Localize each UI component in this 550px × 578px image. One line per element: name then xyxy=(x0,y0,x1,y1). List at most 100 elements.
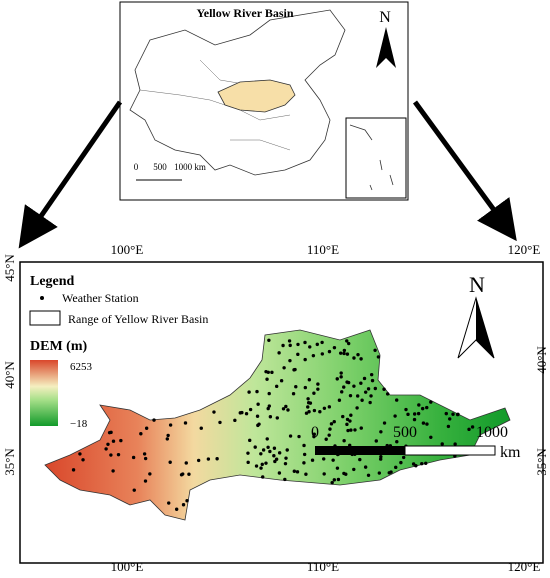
weather-station xyxy=(259,466,263,470)
weather-station xyxy=(297,434,301,439)
weather-station xyxy=(451,412,455,416)
weather-station xyxy=(253,445,257,449)
weather-station xyxy=(273,459,277,464)
weather-station xyxy=(285,448,289,452)
weather-station xyxy=(355,394,360,398)
weather-station xyxy=(406,412,410,417)
weather-station xyxy=(320,340,324,345)
weather-station xyxy=(277,351,281,355)
south-sea-inset xyxy=(345,117,407,199)
weather-station xyxy=(429,400,433,404)
weather-station xyxy=(247,390,251,394)
weather-station xyxy=(342,385,346,389)
weather-station xyxy=(370,378,375,383)
weather-station xyxy=(277,451,282,455)
weather-station xyxy=(267,391,271,396)
lat-label: 45°N xyxy=(2,254,17,282)
weather-station xyxy=(335,466,340,470)
weather-station xyxy=(369,372,374,377)
weather-station xyxy=(168,423,173,427)
weather-station xyxy=(348,419,352,423)
weather-station xyxy=(338,351,343,355)
inset-scale-label: 0 xyxy=(134,162,139,172)
scale-label: 0 xyxy=(311,424,319,441)
lon-label: 120°E xyxy=(508,559,541,573)
basin-inset xyxy=(217,79,296,113)
weather-station xyxy=(270,370,274,375)
weather-station xyxy=(268,415,273,419)
weather-station xyxy=(345,352,350,356)
weather-station xyxy=(293,367,297,372)
weather-station xyxy=(106,442,110,446)
weather-station xyxy=(369,394,373,398)
weather-station xyxy=(199,426,203,430)
weather-station xyxy=(328,427,332,431)
weather-station xyxy=(292,469,297,473)
lat-label: 40°N xyxy=(2,361,17,389)
scale-bar-black xyxy=(315,446,405,455)
weather-station xyxy=(336,477,341,482)
weather-station xyxy=(385,392,390,396)
weather-station xyxy=(342,351,346,356)
weather-station xyxy=(296,342,300,347)
weather-station xyxy=(264,461,268,465)
weather-station xyxy=(342,471,346,476)
weather-station xyxy=(335,377,339,381)
weather-station xyxy=(340,390,344,394)
weather-station xyxy=(368,400,372,405)
weather-station xyxy=(327,433,331,437)
weather-station xyxy=(266,445,270,450)
weather-station xyxy=(248,438,252,443)
inset-north-arrow xyxy=(376,27,396,68)
weather-station xyxy=(389,470,393,474)
weather-station xyxy=(345,422,349,427)
weather-station xyxy=(181,472,185,476)
weather-station xyxy=(215,457,219,461)
weather-station xyxy=(288,358,292,363)
weather-station xyxy=(303,385,308,390)
weather-station xyxy=(324,437,328,441)
weather-station xyxy=(166,433,170,438)
weather-station xyxy=(356,352,360,357)
lon-label: 100°E xyxy=(111,559,144,573)
north-arrow-half xyxy=(476,298,494,358)
weather-station xyxy=(373,386,378,391)
weather-station xyxy=(165,437,170,441)
weather-station xyxy=(283,461,288,466)
weather-station xyxy=(272,446,277,450)
weather-station xyxy=(260,462,264,467)
lat-label: 35°N xyxy=(2,448,17,476)
weather-station xyxy=(306,397,310,401)
weather-station xyxy=(446,424,451,429)
weather-station xyxy=(268,449,272,454)
weather-station xyxy=(255,414,260,418)
weather-station xyxy=(196,458,201,463)
weather-station xyxy=(448,417,452,421)
weather-station xyxy=(71,468,76,472)
weather-station xyxy=(240,410,244,415)
weather-station xyxy=(183,421,188,425)
weather-station xyxy=(143,479,148,483)
weather-station xyxy=(376,355,381,359)
weather-station xyxy=(421,421,426,425)
weather-station xyxy=(143,456,148,461)
weather-station xyxy=(281,407,286,411)
weather-station xyxy=(246,460,250,465)
weather-station xyxy=(78,452,82,456)
weather-station xyxy=(109,453,113,457)
weather-station xyxy=(261,475,265,479)
weather-station xyxy=(315,342,319,347)
weather-station xyxy=(329,422,334,426)
weather-station xyxy=(362,376,367,381)
weather-station xyxy=(379,430,383,434)
weather-station xyxy=(374,439,378,443)
weather-station xyxy=(420,406,425,411)
weather-station xyxy=(378,457,383,461)
scale-bar-white xyxy=(404,445,496,456)
weather-station xyxy=(312,432,316,436)
weather-station xyxy=(282,366,286,370)
weather-station xyxy=(279,379,284,383)
weather-station xyxy=(401,455,406,460)
lat-label: 40°N xyxy=(534,346,549,374)
weather-station xyxy=(218,420,222,425)
